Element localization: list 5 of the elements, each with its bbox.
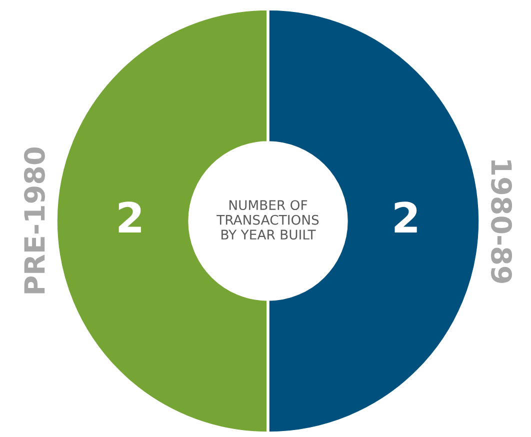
slice-label: 1980-89 bbox=[491, 160, 512, 283]
slice-label: PRE-1980 bbox=[24, 148, 45, 294]
data-label: 2 bbox=[394, 202, 417, 232]
data-label: 2 bbox=[118, 202, 141, 232]
text: NUMBER OF TRANSACTIONS BY YEAR BUILT bbox=[216, 200, 319, 240]
